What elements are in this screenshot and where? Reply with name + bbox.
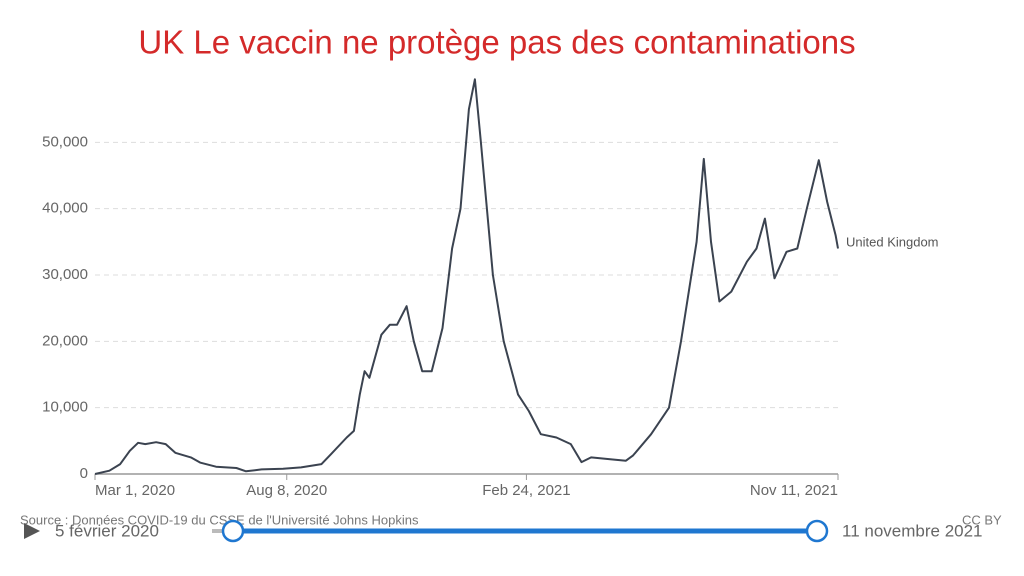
slider-handle-end[interactable]	[805, 519, 829, 543]
x-tick-label: Mar 1, 2020	[95, 482, 175, 499]
chart-title: UK Le vaccin ne protège pas des contamin…	[138, 24, 855, 61]
y-tick-label: 40,000	[42, 200, 88, 217]
y-tick-label: 30,000	[42, 266, 88, 283]
y-tick-label: 0	[80, 465, 88, 482]
x-tick-label: Aug 8, 2020	[246, 482, 327, 499]
slider-handle-start[interactable]	[221, 519, 245, 543]
timeline-start: 5 février 2020	[55, 521, 159, 540]
play-button[interactable]	[24, 523, 40, 539]
y-tick-label: 20,000	[42, 332, 88, 349]
x-tick-label: Feb 24, 2021	[482, 482, 570, 499]
y-tick-label: 50,000	[42, 133, 88, 150]
timeline-end: 11 novembre 2021	[842, 521, 983, 540]
series-label: United Kingdom	[846, 234, 939, 249]
x-tick-label: Nov 11, 2021	[750, 482, 838, 499]
source: Source : Données COVID-19 du CSSE de l'U…	[20, 512, 419, 527]
license: CC BY	[962, 512, 1002, 527]
series-line	[94, 78, 839, 475]
y-tick-label: 10,000	[42, 399, 88, 416]
